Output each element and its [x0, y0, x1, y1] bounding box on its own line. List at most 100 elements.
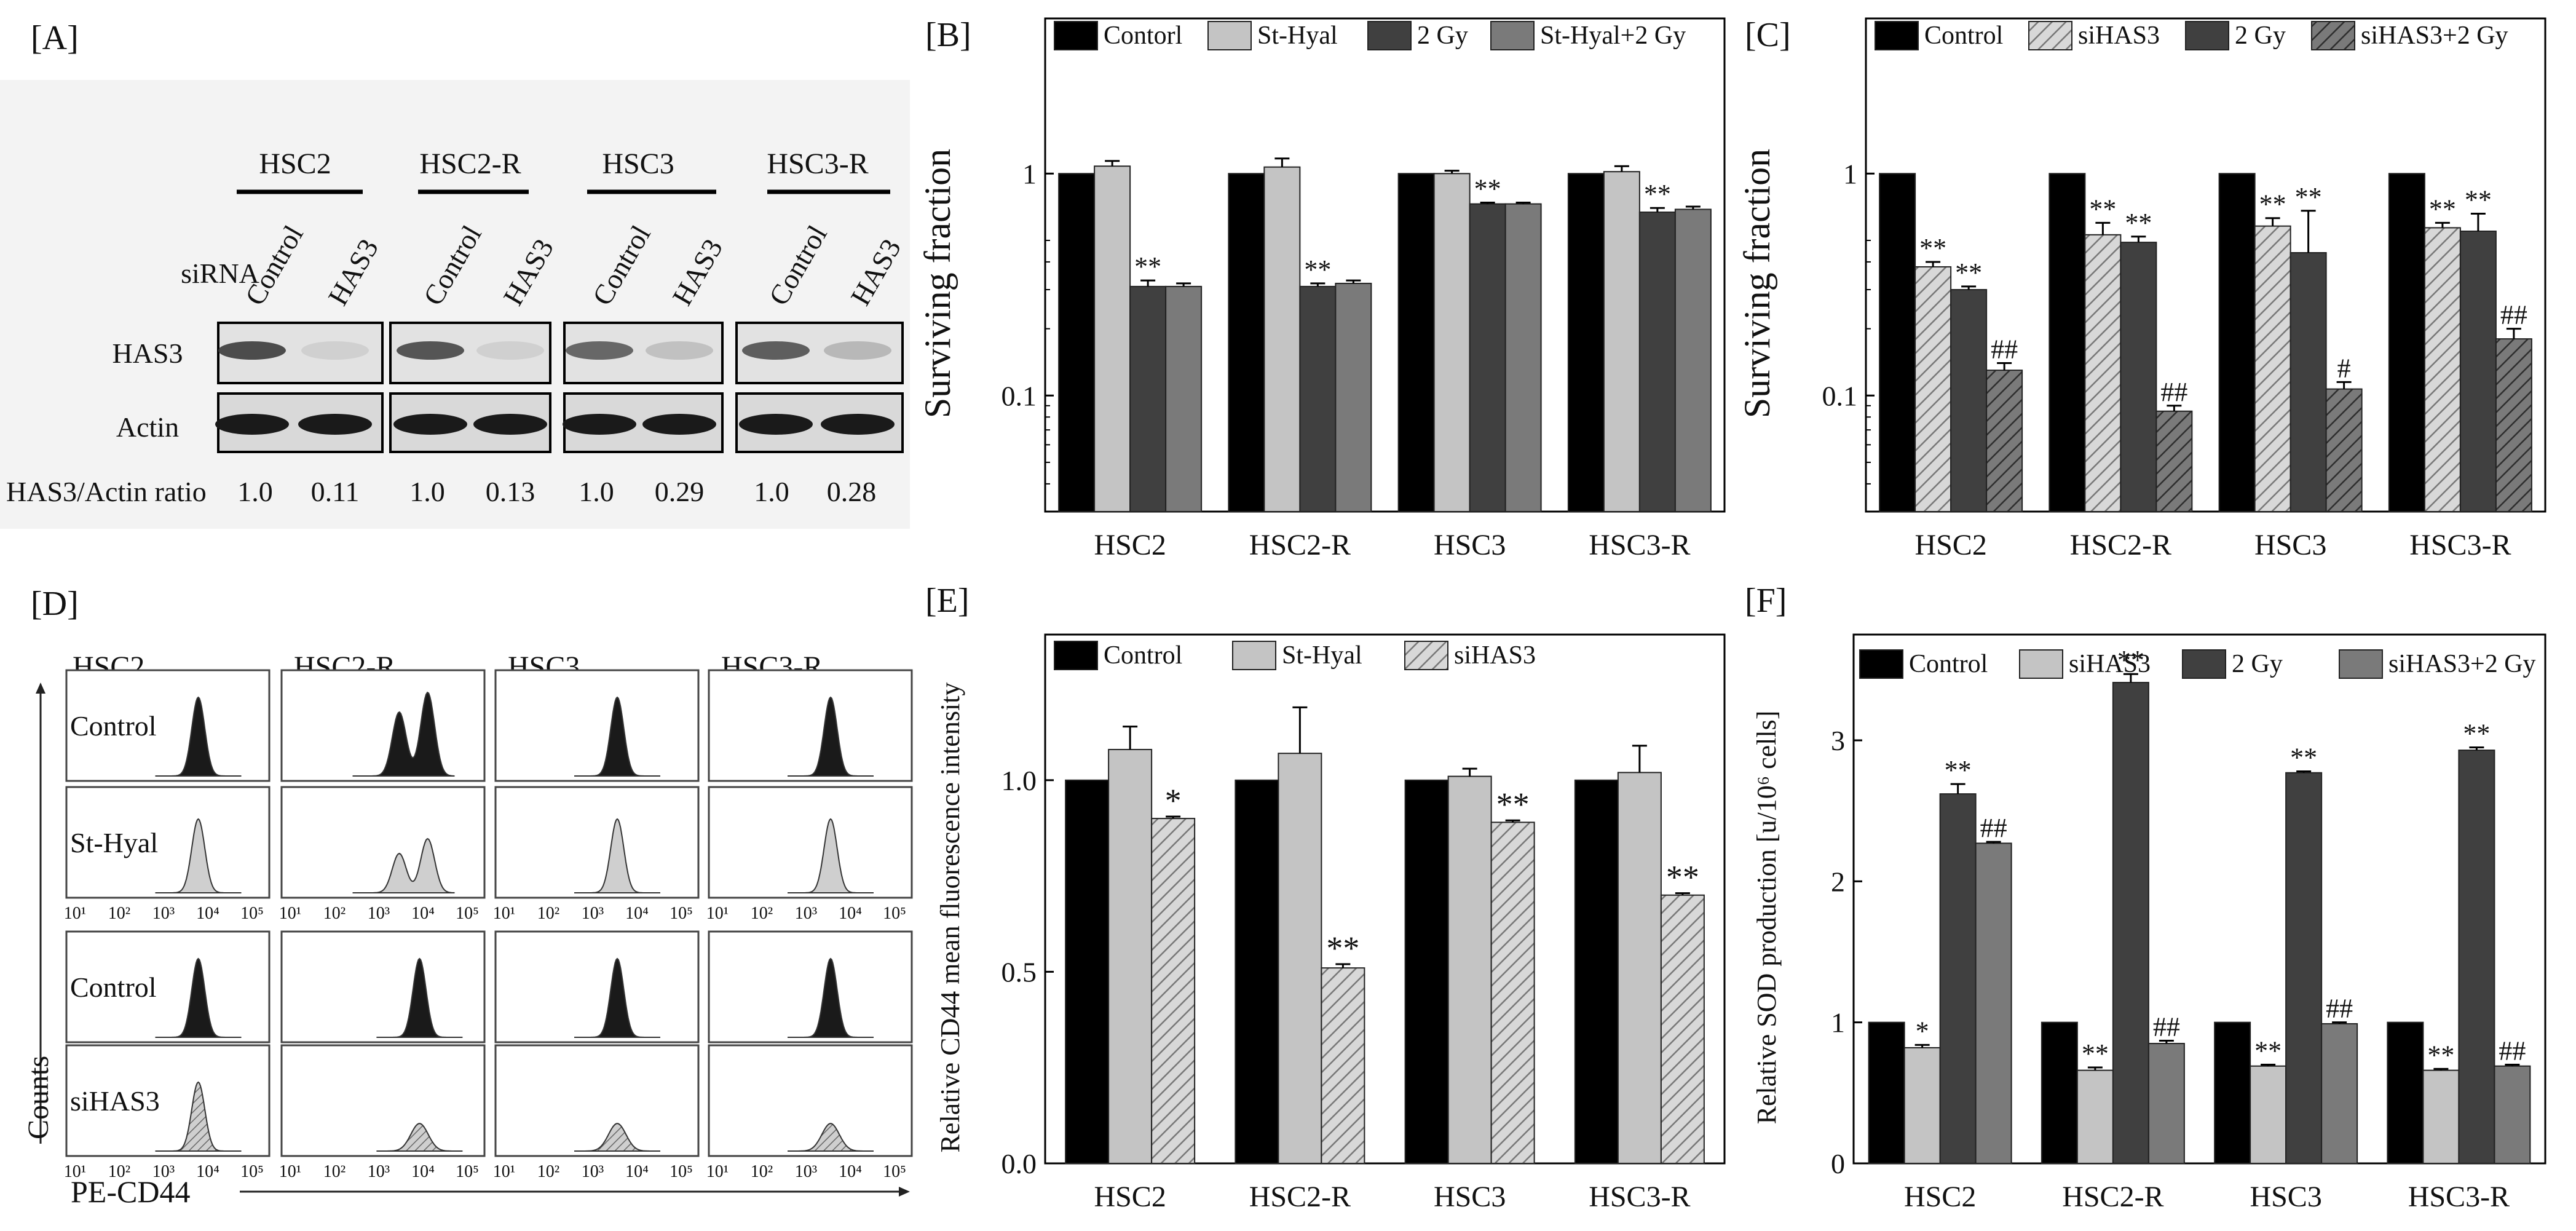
bar	[1660, 894, 1705, 1164]
histogram-peak	[155, 957, 242, 1038]
ratio-value: 1.0	[579, 476, 614, 507]
histogram-peak	[574, 1123, 660, 1152]
flow-xtick-label: 10¹	[64, 1162, 86, 1181]
actin-band	[739, 414, 813, 435]
has3-band	[566, 341, 633, 360]
bar	[1058, 173, 1096, 513]
x-category-label: HSC3-R	[2409, 529, 2511, 561]
panel-label: [F]	[1745, 582, 1787, 620]
bar	[1278, 753, 1322, 1164]
histogram-box	[280, 1044, 486, 1157]
flow-xtick-label: 10⁴	[839, 904, 862, 923]
bar	[1617, 772, 1662, 1164]
legend-label: Contorl	[1104, 22, 1182, 50]
ratio-value: 1.0	[237, 476, 273, 507]
significance-mark: **	[2259, 189, 2286, 220]
flow-xtick-label: 10¹	[64, 904, 86, 923]
ratio-value: 0.11	[311, 476, 360, 507]
bar	[2290, 252, 2327, 512]
has3-band	[301, 341, 369, 360]
legend-label: St-Hyal	[1257, 22, 1338, 50]
bar	[2214, 1021, 2251, 1164]
significance-mark: **	[1919, 233, 1946, 263]
bar	[1299, 285, 1337, 512]
bar	[1335, 282, 1372, 512]
legend-swatch	[2028, 21, 2072, 50]
ratio-value: 1.0	[754, 476, 789, 507]
legend-swatch	[1054, 641, 1098, 670]
bar	[1235, 779, 1279, 1165]
x-category-label: HSC3-R	[1589, 1181, 1690, 1213]
flow-xtick-label: 10¹	[493, 904, 515, 923]
x-category-label: HSC3-R	[2408, 1181, 2510, 1213]
bar	[1914, 266, 1952, 512]
x-category-label: HSC2-R	[2070, 529, 2171, 561]
panel-d-flow-cytometry: [D] HSC2 HSC2-R HSC3 HSC3-RControlSt-HyalCo…	[22, 585, 913, 1209]
flow-row-label: Control	[70, 710, 157, 742]
significance-mark: **	[1134, 251, 1161, 282]
chart-b-surviving-fraction: [B] Surviving fraction 0.1 1 HSC2 ** HSC2-R ** H…	[917, 16, 1726, 561]
bar	[1165, 285, 1203, 512]
x-category-label: HSC3	[2250, 1181, 2321, 1213]
histogram-peak	[788, 1123, 874, 1152]
actin-band	[393, 414, 467, 435]
y-tick-label: 0.5	[1002, 956, 1037, 988]
has3-band	[824, 341, 891, 360]
panel-label: [C]	[1745, 16, 1791, 54]
x-category-label: HSC3	[2254, 529, 2326, 561]
significance-mark: ##	[1991, 334, 2018, 365]
significance-mark: **	[2089, 194, 2116, 224]
flow-xtick-label: 10¹	[706, 904, 729, 923]
bar	[1504, 203, 1542, 512]
legend-swatch	[1207, 21, 1252, 50]
bar	[2250, 1065, 2287, 1165]
legend-swatch	[2185, 21, 2229, 50]
legend-swatch	[2339, 649, 2383, 679]
legend-label: Control	[1104, 641, 1182, 670]
significance-mark: **	[2463, 718, 2490, 748]
has3-band	[476, 341, 544, 360]
row-label-has3: HAS3	[112, 338, 183, 369]
y-axis-label: Surviving fraction	[917, 149, 958, 418]
bar	[1065, 779, 1110, 1165]
bar	[2254, 225, 2291, 512]
histogram-box	[280, 786, 486, 899]
actin-band	[821, 414, 895, 435]
significance-mark: **	[1945, 755, 1972, 785]
y-tick-label: 3	[1831, 725, 1845, 756]
flow-xtick-label: 10²	[323, 1162, 346, 1181]
sirna-label: siRNA	[181, 258, 259, 289]
histogram-peak	[574, 818, 660, 893]
histogram-box	[280, 669, 486, 782]
legend-label: siHAS3	[2069, 650, 2151, 678]
flow-xtick-label: 10²	[751, 1162, 773, 1181]
bar	[1490, 821, 1535, 1164]
legend-label: siHAS3+2 Gy	[2361, 22, 2508, 50]
significance-mark: **	[1955, 258, 1982, 288]
flow-xtick-label: 10¹	[279, 1162, 301, 1181]
ratio-value: 0.28	[827, 476, 877, 507]
bar	[1404, 779, 1449, 1165]
legend-swatch	[1054, 21, 1098, 50]
y-axis-label: Relative CD44 mean fluorescence intensit…	[935, 683, 965, 1153]
x-category-label: HSC2	[1094, 529, 1166, 561]
histogram-peak	[574, 957, 660, 1038]
bar	[2076, 1069, 2114, 1165]
flow-xtick-label: 10⁵	[670, 1162, 693, 1181]
bar	[2387, 1021, 2424, 1164]
flow-xtick-label: 10³	[368, 1162, 390, 1181]
flow-xtick-label: 10³	[368, 904, 390, 923]
histogram-peak	[376, 957, 463, 1038]
histogram-peak	[352, 837, 455, 893]
actin-band	[215, 414, 289, 435]
legend-label: 2 Gy	[2235, 22, 2286, 50]
has3-band	[646, 341, 713, 360]
bar	[2155, 410, 2193, 513]
x-category-label: HSC2-R	[1249, 1181, 1351, 1213]
plot-frame	[1044, 17, 1726, 513]
legend-swatch	[1490, 21, 1535, 50]
bar	[1469, 203, 1506, 512]
legend-label: siHAS3+2 Gy	[2388, 650, 2536, 678]
panel-label: [B]	[925, 16, 971, 54]
